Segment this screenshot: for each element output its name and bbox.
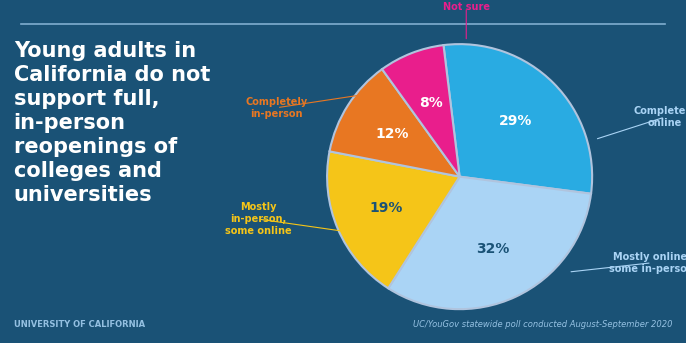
Wedge shape	[329, 69, 460, 177]
Text: 8%: 8%	[418, 96, 442, 110]
Wedge shape	[388, 177, 591, 309]
Wedge shape	[327, 151, 460, 288]
Text: 12%: 12%	[376, 127, 410, 141]
Text: Completely
in-person: Completely in-person	[246, 97, 308, 119]
Text: Mostly
in-person,
some online: Mostly in-person, some online	[225, 202, 292, 236]
Text: 32%: 32%	[477, 242, 510, 256]
Text: UC/YouGov statewide poll conducted August-September 2020: UC/YouGov statewide poll conducted Augus…	[413, 320, 672, 329]
Wedge shape	[382, 45, 460, 177]
Wedge shape	[443, 44, 592, 194]
Text: 19%: 19%	[370, 201, 403, 215]
Text: Completely
online: Completely online	[634, 106, 686, 128]
Text: 29%: 29%	[499, 114, 533, 128]
Text: UNIVERSITY OF CALIFORNIA: UNIVERSITY OF CALIFORNIA	[14, 320, 145, 329]
Text: Young adults in
California do not
support full,
in-person
reopenings of
colleges: Young adults in California do not suppor…	[14, 41, 210, 205]
Text: Mostly online,
some in-person: Mostly online, some in-person	[609, 252, 686, 274]
Text: Not sure: Not sure	[442, 2, 490, 12]
